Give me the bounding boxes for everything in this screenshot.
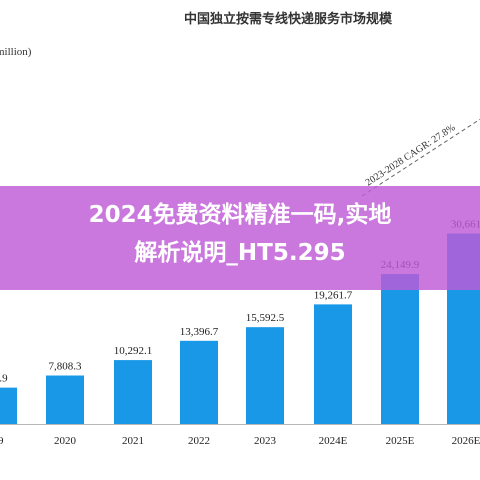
banner-line-2: 解析说明_HT5.295 (134, 240, 346, 266)
x-tick-label: 2022 (188, 435, 210, 447)
bar-2024E (314, 304, 352, 424)
x-tick-label: 2026E (452, 435, 480, 447)
x-tick-label: 2024E (319, 435, 348, 447)
x-tick-label: 2025E (386, 435, 415, 447)
bar-value-label: 10,292.1 (114, 345, 153, 357)
bar-value-label: 15,592.5 (246, 312, 285, 324)
bar-2022 (180, 340, 218, 424)
cagr-label: 2023-2028 CAGR: 27.8% (364, 122, 458, 188)
cagr-trend-line (361, 118, 480, 197)
x-tick-label: 2023 (254, 435, 277, 447)
y-axis-unit-label: million) (0, 46, 32, 58)
bar-value-label: 13,396.7 (180, 326, 219, 338)
bar-2020 (46, 375, 84, 424)
banner-text: 2024免费资料精准一码,实地 解析说明_HT5.295 (30, 196, 450, 272)
x-tick-label: 2021 (122, 435, 144, 447)
bar-2025E (381, 274, 419, 424)
x-tick-label: 19 (0, 435, 4, 447)
bar-2023 (246, 327, 284, 424)
bar-value-label: 7,808.3 (49, 361, 83, 373)
cagr-annotation: 2023-2028 CAGR: 27.8% (361, 118, 480, 197)
overlay-banner (0, 186, 480, 290)
chart-title: 中国独立按需专线快递服务市场规模 (183, 12, 392, 27)
banner-line-1: 2024免费资料精准一码,实地 (88, 202, 392, 228)
x-tick-label: 2020 (54, 435, 77, 447)
bar-value-label: 22.9 (0, 373, 8, 385)
bar-value-label: 19,261.7 (314, 289, 353, 301)
bar-19 (0, 387, 17, 424)
bar-2021 (114, 360, 152, 424)
